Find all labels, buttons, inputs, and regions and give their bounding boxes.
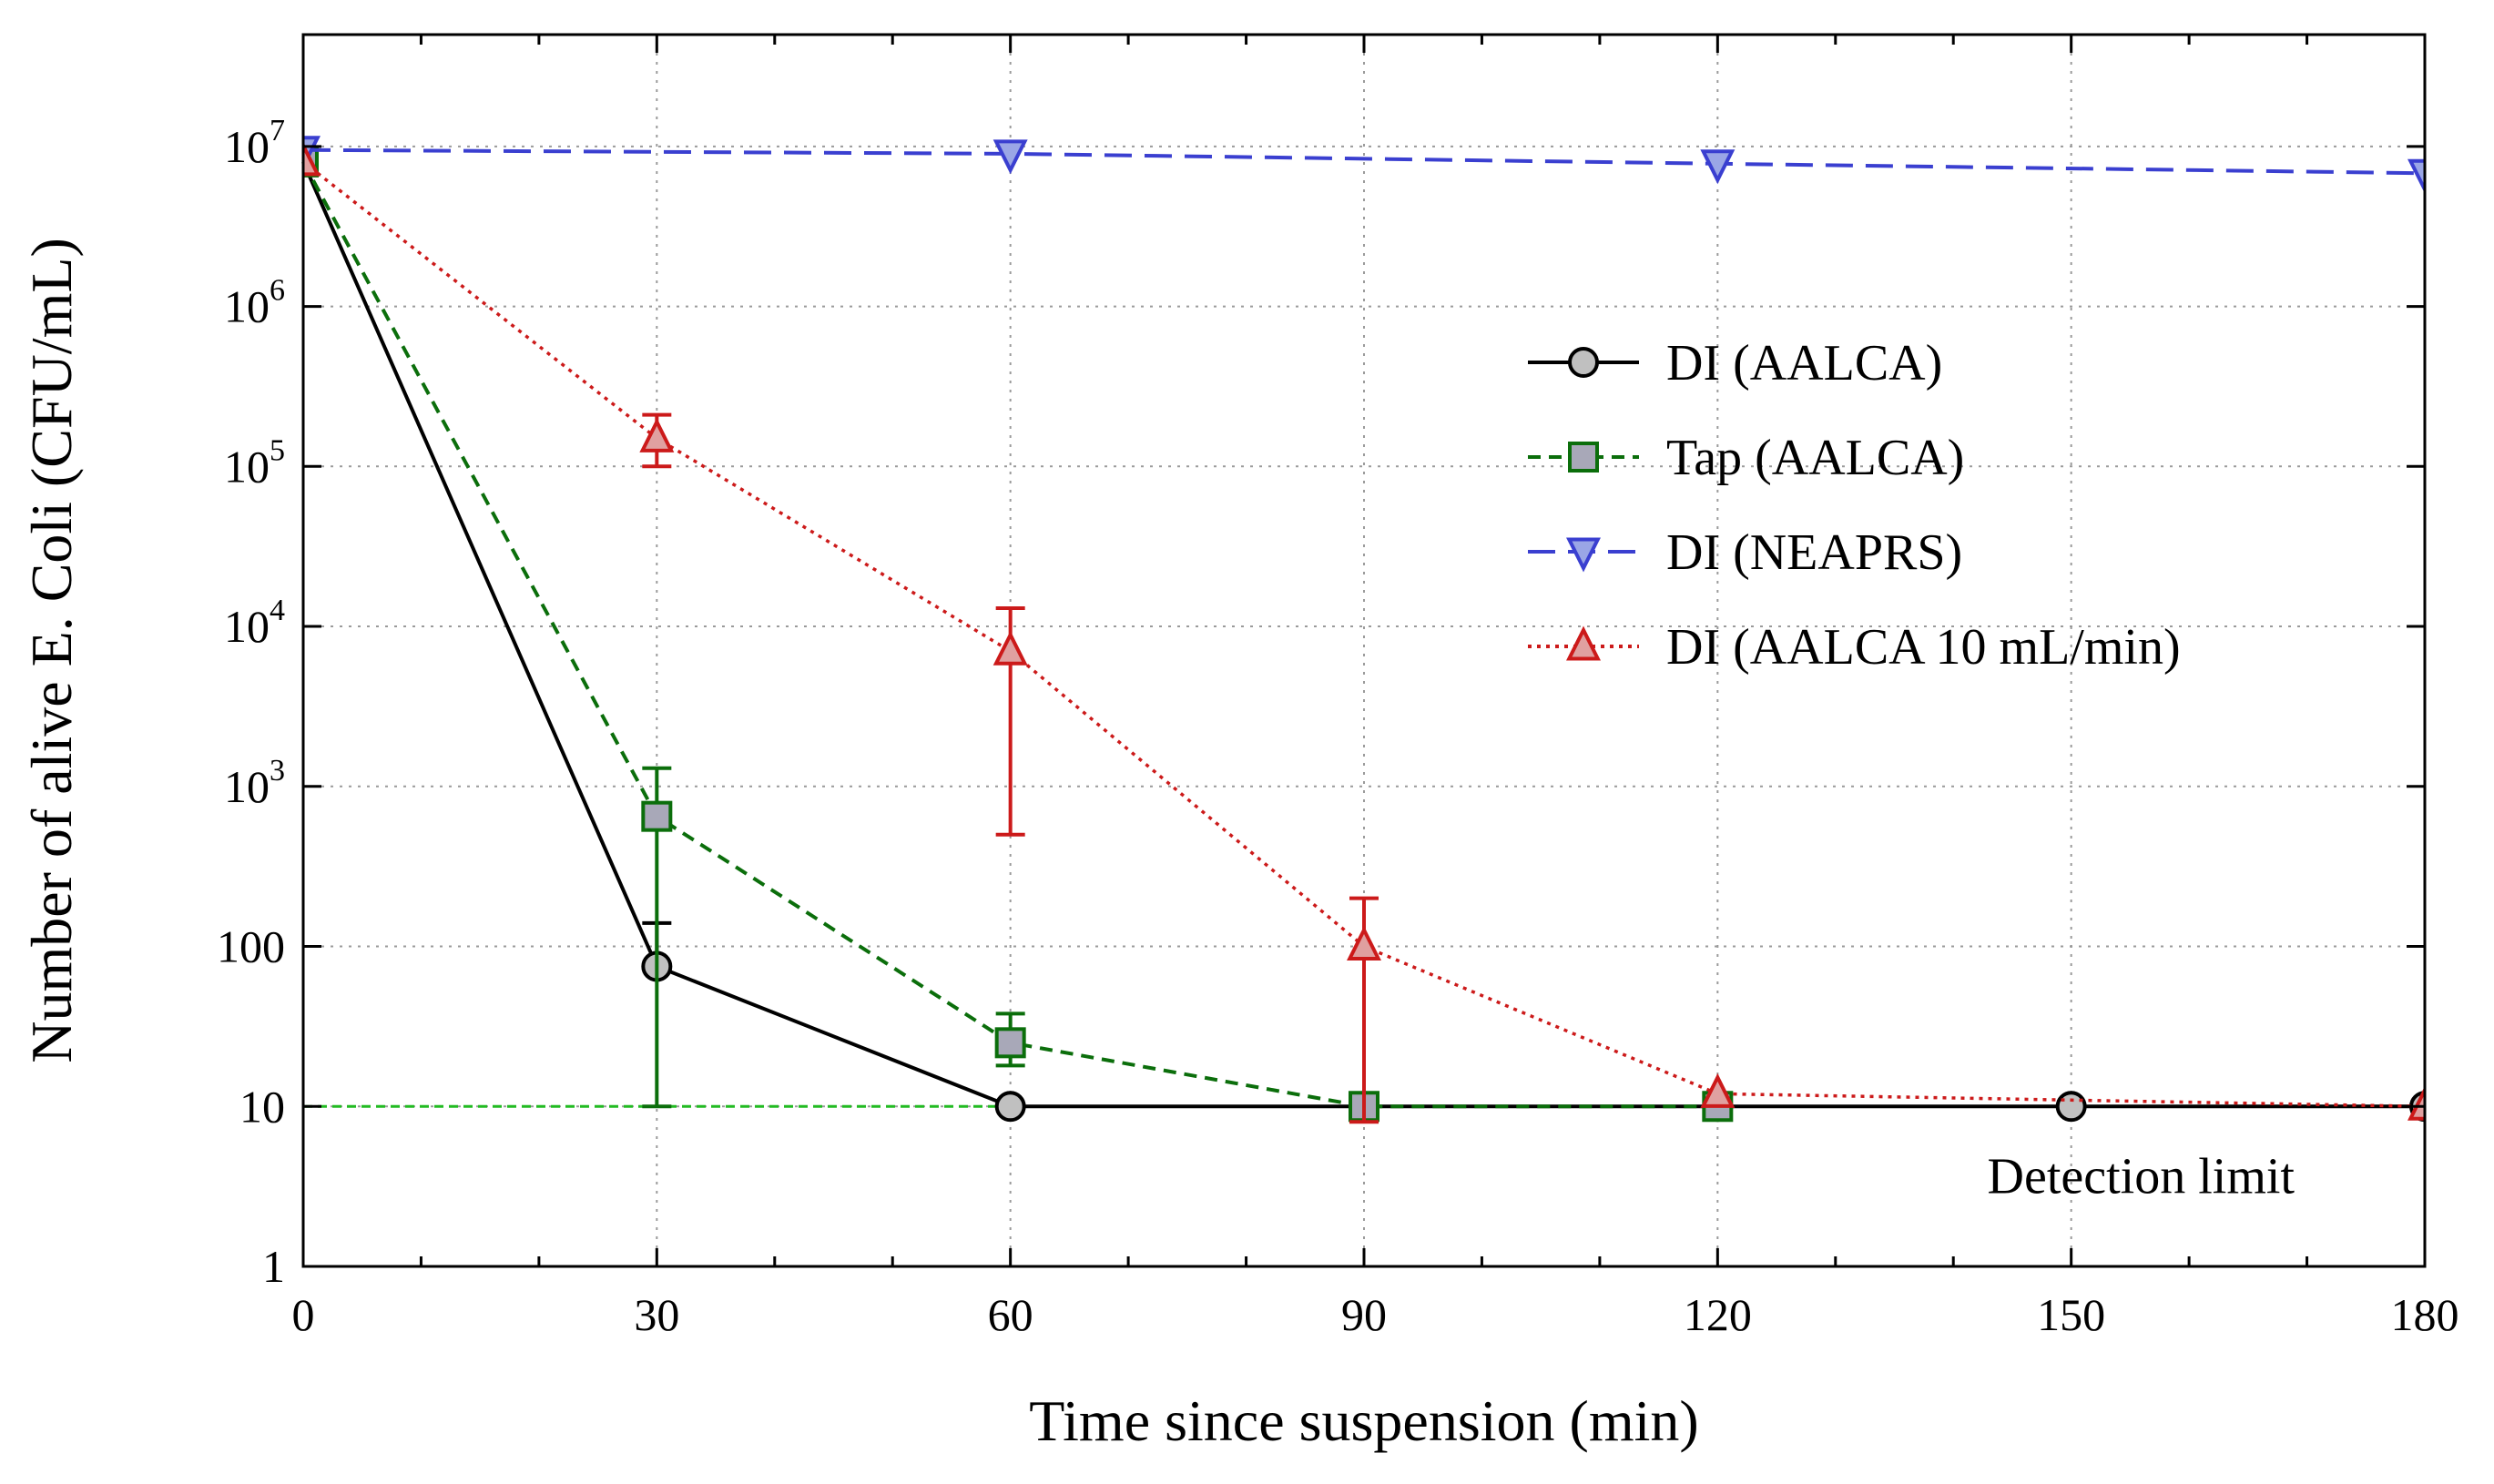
y-tick-label: 106 <box>224 274 285 332</box>
legend-marker <box>1568 347 1599 378</box>
x-tick-label: 60 <box>988 1289 1033 1340</box>
series-line <box>302 147 2426 176</box>
y-tick-label: 105 <box>224 433 285 492</box>
data-point <box>1700 1072 1736 1108</box>
x-tick-label: 180 <box>2391 1289 2459 1340</box>
y-tick-label: 10 <box>239 1081 285 1132</box>
data-point <box>2407 1085 2425 1121</box>
x-tick-label: 150 <box>2037 1289 2105 1340</box>
legend-marker <box>1566 625 1601 661</box>
legend-label: DI (AALCA 10 mL/min) <box>1666 619 2181 676</box>
data-point <box>1347 926 1381 961</box>
x-tick-labels: 0 30 60 90 120 150 180 <box>292 1289 2459 1340</box>
series-line <box>301 160 2426 1109</box>
legend-item: Tap (AALCA) <box>1528 430 1964 486</box>
legend-label: DI (NEAPRS) <box>1666 524 1962 581</box>
x-tick-label: 90 <box>1341 1289 1387 1340</box>
x-axis-title: Time since suspension (min) <box>1029 1388 1698 1453</box>
legend-label: Tap (AALCA) <box>1666 430 1964 486</box>
series-markers <box>303 136 2425 194</box>
data-point <box>994 1091 1026 1123</box>
data-point <box>993 630 1028 666</box>
legend: DI (AALCA) Tap (AALCA) DI (NEAPRS) DI (AALC… <box>1528 335 2181 676</box>
ticks <box>301 35 2427 1268</box>
series-3 <box>302 136 2426 194</box>
data-point <box>639 417 675 452</box>
y-tick-label: 1 <box>262 1241 285 1292</box>
data-point <box>1700 149 1736 185</box>
y-tick-label: 107 <box>224 114 285 172</box>
x-tick-label: 30 <box>634 1289 679 1340</box>
legend-item: DI (AALCA 10 mL/min) <box>1528 619 2181 676</box>
series-layer <box>301 136 2426 1124</box>
data-point <box>994 1027 1026 1059</box>
legend-marker <box>1566 537 1601 573</box>
legend-marker <box>1568 442 1599 473</box>
x-tick-label: 0 <box>292 1289 315 1340</box>
y-tick-label: 100 <box>217 921 285 972</box>
data-point <box>641 800 673 832</box>
data-point <box>2055 1091 2087 1123</box>
legend-label: DI (AALCA) <box>1666 335 1942 391</box>
series-markers <box>303 141 2425 1121</box>
data-point <box>303 141 321 177</box>
y-tick-label: 103 <box>224 754 285 812</box>
data-point <box>2407 158 2425 194</box>
y-axis-title: Number of alive E. Coli (CFU/mL) <box>19 238 84 1063</box>
series-4 <box>301 141 2426 1124</box>
data-point <box>993 139 1028 175</box>
detection-limit-label: Detection limit <box>1988 1148 2295 1204</box>
legend-item: DI (AALCA) <box>1528 335 1942 391</box>
legend-item: DI (NEAPRS) <box>1528 524 1962 581</box>
x-tick-label: 120 <box>1684 1289 1752 1340</box>
y-tick-labels: 1 10 100 103 104 105 106 107 <box>217 114 285 1292</box>
y-tick-label: 104 <box>224 594 285 652</box>
